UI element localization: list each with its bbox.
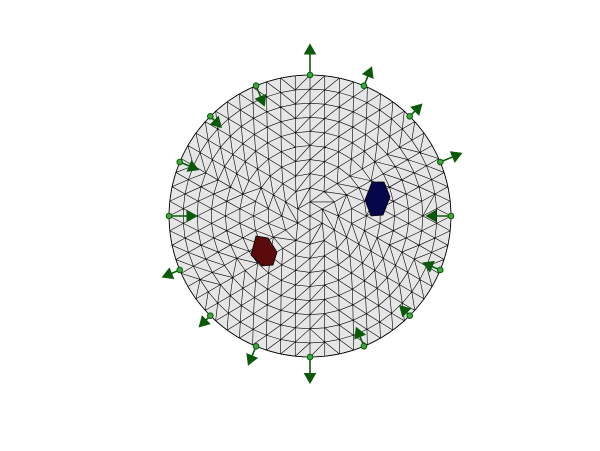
current-arrow xyxy=(439,151,463,164)
electrodes xyxy=(161,43,463,385)
electrode-node xyxy=(252,82,260,90)
current-arrow xyxy=(254,85,267,107)
electrode-node xyxy=(447,212,455,220)
electrode-node xyxy=(252,342,260,350)
electrode-node xyxy=(406,113,414,120)
electrode-node xyxy=(207,312,214,320)
electrode-node xyxy=(165,212,173,220)
electrode-node xyxy=(176,158,184,166)
electrode-node xyxy=(406,312,414,320)
mesh-edges xyxy=(168,74,452,358)
electrode-node xyxy=(360,342,368,350)
electrode-node xyxy=(360,82,368,90)
electrode-node xyxy=(207,113,214,120)
electrode-node xyxy=(436,158,444,166)
inclusions xyxy=(250,181,391,267)
electrode-node xyxy=(306,353,314,361)
positive-inclusion xyxy=(250,235,278,267)
electrode-node xyxy=(176,266,184,274)
electrode-node xyxy=(436,266,444,274)
negative-inclusion xyxy=(364,181,391,217)
electrode-node xyxy=(306,71,314,79)
